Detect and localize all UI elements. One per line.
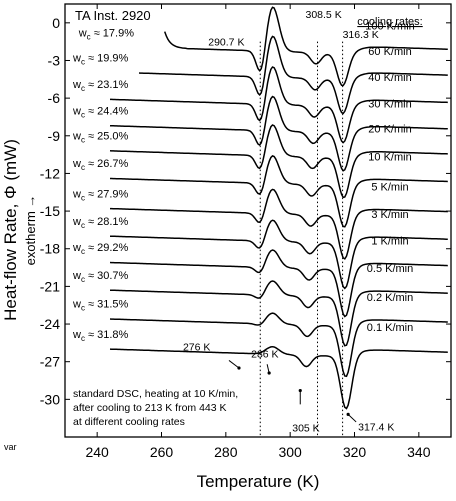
x-tick-label-5: 340	[407, 444, 431, 460]
curve-10	[110, 280, 448, 347]
instrument-label: TA Inst. 2920	[75, 8, 151, 23]
wc-label-12: wc ≈ 31.8%	[72, 329, 129, 343]
y-tick-label-7: -21	[40, 278, 60, 294]
y-axis-label: Heat-flow Rate, Φ (mW)	[1, 139, 20, 321]
wc-label-8: wc ≈ 28.1%	[72, 216, 129, 230]
curve-11	[109, 312, 448, 378]
cooling-rates-title: cooling rates:	[357, 16, 422, 28]
annotation-5: 286 K	[251, 349, 278, 361]
rate-label-1: 100 K/min	[365, 21, 415, 33]
y-tick-label-6: -18	[40, 241, 60, 257]
wc-label-2: wc ≈ 19.9%	[72, 53, 129, 67]
y-tick-label-2: -6	[48, 90, 61, 106]
annotation-arrow-1	[228, 360, 240, 369]
plot-frame	[64, 3, 452, 438]
annotation-3: 316.3 K	[343, 29, 379, 41]
annotation-arrowhead-3	[298, 388, 302, 393]
curve-12	[109, 345, 448, 410]
x-axis-label: Temperature (K)	[197, 472, 320, 491]
annotation-4: 276 K	[183, 342, 210, 354]
corner-label: var	[4, 442, 17, 452]
x-tick-label-1: 260	[150, 444, 174, 460]
rate-label-8: 3 K/min	[371, 209, 408, 221]
exotherm-label: exotherm →	[23, 195, 38, 266]
curve-4	[109, 95, 448, 172]
caption-line-3: at different cooling rates	[73, 416, 185, 428]
wc-label-9: wc ≈ 29.2%	[72, 242, 129, 256]
rate-label-12: 0.1 K/min	[367, 322, 413, 334]
curve-7	[110, 188, 448, 260]
wc-label-3: wc ≈ 23.1%	[72, 79, 129, 93]
annotation-6: 305 K	[292, 423, 319, 435]
curve-9	[109, 249, 448, 318]
y-tick-label-0: 0	[52, 15, 60, 31]
rate-label-3: 40 K/min	[368, 72, 411, 84]
curve-5	[109, 124, 448, 199]
rate-label-5: 20 K/min	[368, 124, 411, 136]
caption-line-2: after cooling to 213 K from 443 K	[73, 402, 227, 414]
annotation-2: 308.5 K	[306, 9, 342, 21]
x-tick-label-3: 300	[278, 444, 302, 460]
y-tick-label-4: -12	[40, 165, 60, 181]
wc-label-1: wc ≈ 17.9%	[78, 28, 135, 42]
rate-label-10: 0.5 K/min	[367, 263, 413, 275]
y-tick-label-10: -30	[40, 391, 60, 407]
y-tick-label-1: -3	[48, 52, 61, 68]
curve-8	[110, 219, 448, 290]
wc-label-10: wc ≈ 30.7%	[72, 270, 129, 284]
curve-1	[163, 6, 448, 87]
x-tick-label-0: 240	[85, 444, 109, 460]
wc-label-6: wc ≈ 26.7%	[72, 158, 129, 172]
wc-label-7: wc ≈ 27.9%	[72, 188, 129, 202]
curve-3	[110, 66, 448, 144]
wc-label-4: wc ≈ 24.4%	[72, 105, 129, 119]
rate-label-9: 1 K/min	[371, 235, 408, 247]
curve-6	[110, 155, 448, 228]
wc-label-5: wc ≈ 25.0%	[72, 131, 129, 145]
x-tick-label-4: 320	[343, 444, 367, 460]
annotation-1: 290.7 K	[208, 36, 244, 48]
x-tick-label-2: 280	[214, 444, 238, 460]
rate-label-4: 30 K/min	[368, 99, 411, 111]
curve-2	[138, 35, 448, 115]
y-tick-label-3: -9	[48, 128, 61, 144]
caption-line-1: standard DSC, heating at 10 K/min,	[73, 388, 238, 400]
y-tick-label-5: -15	[40, 203, 60, 219]
annotation-7: 317.4 K	[358, 421, 394, 433]
annotation-arrow-4	[347, 414, 357, 423]
wc-label-11: wc ≈ 31.5%	[72, 299, 129, 313]
rate-label-2: 60 K/min	[368, 46, 411, 58]
rate-label-6: 10 K/min	[368, 151, 411, 163]
rate-label-11: 0.2 K/min	[367, 292, 413, 304]
annotation-arrowhead-1	[237, 366, 241, 370]
y-tick-label-9: -27	[40, 354, 60, 370]
y-tick-label-8: -24	[40, 316, 60, 332]
rate-label-7: 5 K/min	[371, 181, 408, 193]
annotation-arrowhead-2	[267, 371, 271, 375]
annotation-arrowhead-4	[346, 412, 350, 417]
